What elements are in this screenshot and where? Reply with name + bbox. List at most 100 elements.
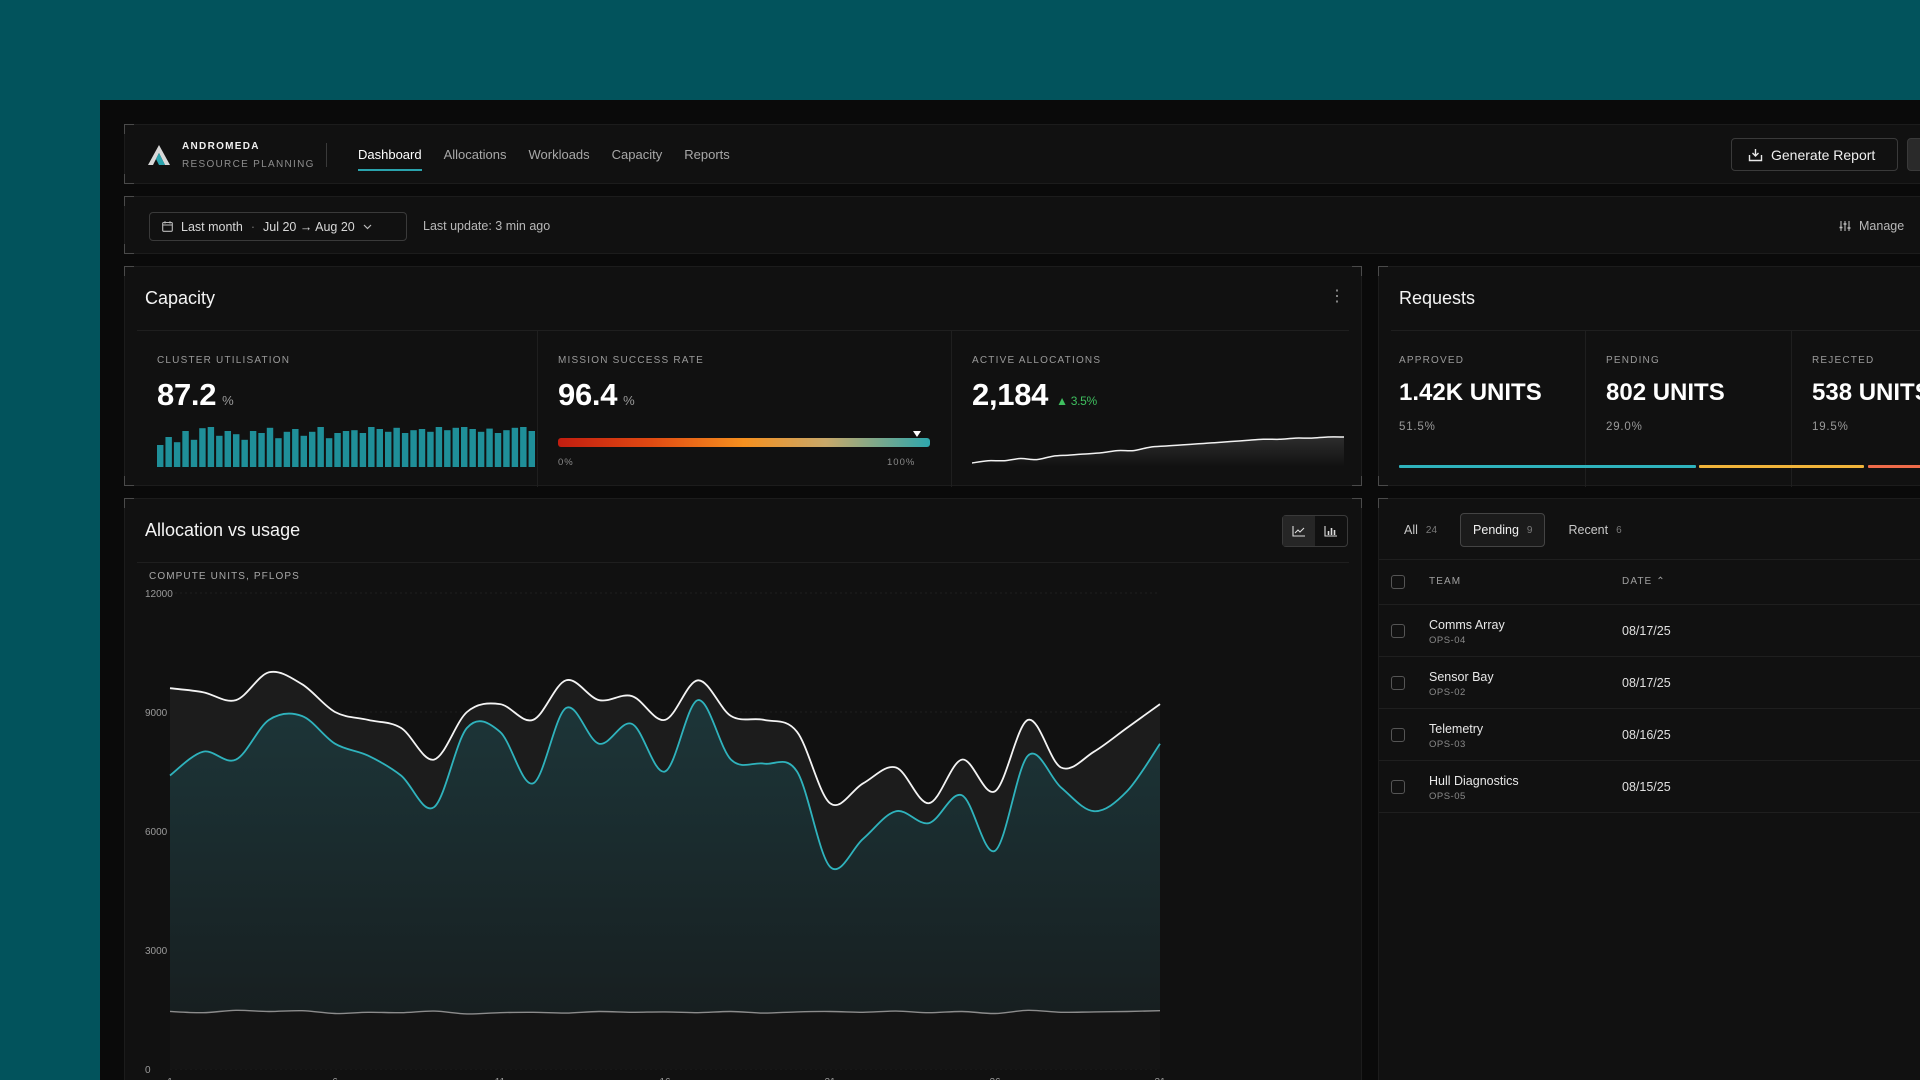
tab-pending[interactable]: Pending 9 bbox=[1460, 513, 1546, 547]
more-options-icon[interactable]: ⋮ bbox=[1329, 288, 1345, 305]
kpi-label: REJECTED bbox=[1812, 355, 1875, 366]
cluster-utilisation-value: 87.2 bbox=[157, 377, 217, 412]
row-date: 08/17/25 bbox=[1622, 624, 1671, 638]
row-checkbox[interactable] bbox=[1391, 676, 1405, 690]
chevron-down-icon bbox=[363, 224, 372, 229]
nav-reports[interactable]: Reports bbox=[684, 147, 730, 162]
kpi-label: APPROVED bbox=[1399, 355, 1465, 366]
download-tray-icon bbox=[1748, 148, 1763, 161]
andromeda-logo-icon bbox=[148, 145, 170, 165]
utilisation-bar bbox=[249, 431, 257, 467]
team-name: Telemetry bbox=[1429, 722, 1484, 736]
team-name: Hull Diagnostics bbox=[1429, 774, 1519, 788]
utilisation-bar bbox=[477, 431, 485, 467]
allocation-line bbox=[169, 670, 1161, 806]
column-date-sort[interactable]: DATE ⌃ bbox=[1622, 576, 1666, 587]
success-gauge-marker bbox=[912, 431, 921, 437]
row-checkbox[interactable] bbox=[1391, 728, 1405, 742]
calendar-icon bbox=[162, 221, 173, 232]
utilisation-bar bbox=[334, 433, 341, 467]
kpi-label: CLUSTER UTILISATION bbox=[157, 355, 291, 366]
utilisation-bar bbox=[528, 431, 535, 467]
x-tick-label: 11 bbox=[495, 1077, 506, 1080]
x-tick-label: 31 bbox=[1154, 1077, 1166, 1080]
utilisation-bar bbox=[435, 427, 443, 467]
utilisation-bar bbox=[275, 438, 282, 467]
utilisation-bar bbox=[401, 433, 409, 467]
kpi-label: PENDING bbox=[1606, 355, 1660, 366]
utilisation-bar bbox=[173, 442, 181, 467]
utilisation-bar bbox=[309, 431, 316, 467]
generate-report-button[interactable]: Generate Report bbox=[1731, 138, 1898, 171]
tab-all[interactable]: All 24 bbox=[1391, 513, 1450, 547]
utilisation-bar bbox=[300, 435, 307, 467]
team-name: Sensor Bay bbox=[1429, 670, 1494, 684]
y-tick-label: 3000 bbox=[145, 946, 168, 957]
utilisation-bar bbox=[494, 433, 502, 467]
line-chart-toggle[interactable] bbox=[1283, 516, 1315, 546]
success-gauge-track bbox=[558, 438, 930, 447]
table-row[interactable]: Telemetry OPS-03 08/16/25 bbox=[1379, 709, 1920, 761]
chart-type-toggle bbox=[1282, 515, 1348, 547]
column-team: TEAM bbox=[1429, 576, 1462, 587]
allocation-title: Allocation vs usage bbox=[145, 520, 301, 540]
user-avatar[interactable] bbox=[1907, 138, 1920, 171]
request-share-segment bbox=[1698, 465, 1865, 468]
date-range-label: Last month bbox=[181, 219, 243, 234]
kpi-mission-success: MISSION SUCCESS RATE 96.4% 0% 100% bbox=[537, 331, 951, 487]
table-row[interactable]: Hull Diagnostics OPS-05 08/15/25 bbox=[1379, 761, 1920, 813]
tab-label: All bbox=[1404, 523, 1418, 537]
row-date: 08/16/25 bbox=[1622, 728, 1671, 742]
filter-bar: Last month · Jul 20 → Aug 20 Last update… bbox=[124, 196, 1920, 254]
table-row[interactable]: Sensor Bay OPS-02 08/17/25 bbox=[1379, 657, 1920, 709]
active-allocations-value: 2,184 bbox=[972, 377, 1049, 412]
x-tick-label: 6 bbox=[332, 1077, 338, 1080]
bar-chart-toggle[interactable] bbox=[1315, 516, 1347, 546]
select-all-checkbox[interactable] bbox=[1391, 575, 1405, 589]
utilisation-bar bbox=[258, 433, 265, 467]
x-tick-label: 21 bbox=[824, 1077, 836, 1080]
utilisation-bar bbox=[325, 438, 333, 467]
row-checkbox[interactable] bbox=[1391, 624, 1405, 638]
y-tick-label: 6000 bbox=[145, 827, 168, 838]
y-tick-label: 0 bbox=[145, 1065, 151, 1076]
panel-divider bbox=[137, 330, 1349, 331]
nav-capacity[interactable]: Capacity bbox=[611, 147, 663, 162]
utilisation-bar-sparkline bbox=[157, 427, 535, 467]
tab-recent[interactable]: Recent 6 bbox=[1555, 513, 1634, 547]
baseline-line bbox=[169, 1009, 1161, 1015]
nav-dashboard[interactable]: Dashboard bbox=[347, 125, 433, 185]
tab-count: 6 bbox=[1616, 524, 1622, 536]
row-checkbox[interactable] bbox=[1391, 780, 1405, 794]
table-row[interactable]: Comms Array OPS-04 08/17/25 bbox=[1379, 605, 1920, 657]
kpi-value: 87.2% bbox=[157, 377, 234, 413]
request-pending: PENDING 802 UNITS 29.0% bbox=[1585, 331, 1791, 487]
nav-allocations[interactable]: Allocations bbox=[443, 147, 507, 162]
baseline-area bbox=[170, 1010, 1160, 1069]
team-code: OPS-05 bbox=[1429, 791, 1466, 802]
allocation-panel: Allocation vs usage COMPUTE UNITS, PFLOP… bbox=[124, 498, 1362, 1080]
kpi-label: MISSION SUCCESS RATE bbox=[558, 355, 705, 366]
utilisation-bar bbox=[317, 427, 324, 467]
tab-count: 9 bbox=[1526, 524, 1533, 536]
tab-count: 24 bbox=[1425, 524, 1438, 536]
row-date: 08/17/25 bbox=[1622, 676, 1671, 690]
request-percent: 29.0% bbox=[1606, 421, 1643, 433]
utilisation-bar bbox=[418, 429, 426, 467]
app-window: ANDROMEDA RESOURCE PLANNING Dashboard Al… bbox=[100, 100, 1920, 1080]
utilisation-bar bbox=[359, 433, 367, 467]
utilisation-bar bbox=[410, 430, 417, 467]
brand-name: ANDROMEDA bbox=[182, 141, 260, 152]
utilisation-bar bbox=[283, 431, 291, 467]
date-range-picker[interactable]: Last month · Jul 20 → Aug 20 bbox=[149, 212, 407, 241]
nav-workloads[interactable]: Workloads bbox=[528, 147, 590, 162]
manage-button[interactable]: Manage bbox=[1839, 219, 1904, 233]
request-share-segment bbox=[1399, 465, 1696, 468]
row-date: 08/15/25 bbox=[1622, 780, 1671, 794]
utilisation-bar bbox=[182, 431, 189, 467]
utilisation-bar bbox=[224, 431, 231, 467]
team-name: Comms Array bbox=[1429, 618, 1505, 632]
utilisation-bar bbox=[503, 430, 510, 467]
requests-panel: Requests APPROVED 1.42K UNITS 51.5% PEND… bbox=[1378, 266, 1920, 487]
manage-label: Manage bbox=[1859, 219, 1905, 233]
